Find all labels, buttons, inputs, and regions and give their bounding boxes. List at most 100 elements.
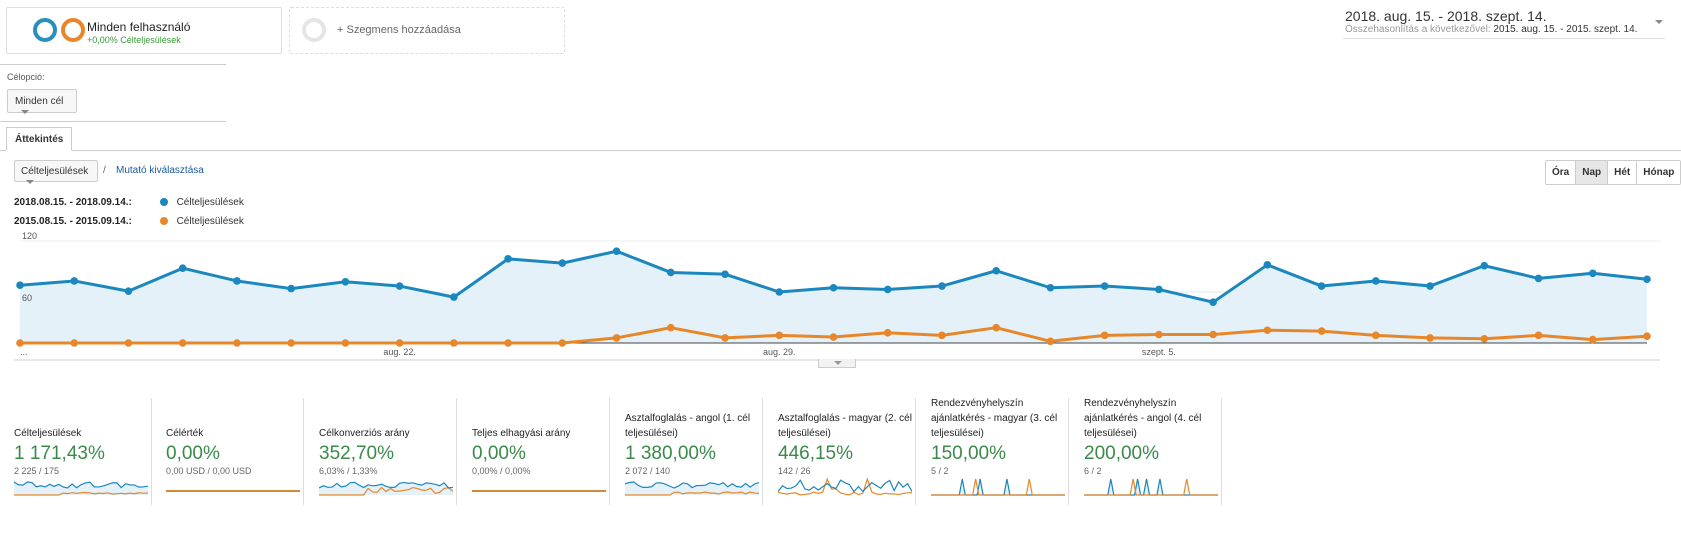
data-point xyxy=(1155,285,1163,294)
sparkline xyxy=(1084,478,1218,496)
segment-ring-icon-blue xyxy=(33,18,57,42)
data-point xyxy=(1209,330,1217,339)
legend-item-compare: 2015.08.15. - 2015.09.14.: Célteljesülés… xyxy=(14,216,244,227)
line-chart: 120 60... aug. 22. aug. 29. szept. 5. xyxy=(14,231,1661,361)
data-point xyxy=(178,264,187,272)
select-metric-link[interactable]: Mutató kiválasztása xyxy=(116,165,204,176)
data-point xyxy=(1643,332,1651,340)
area-fill xyxy=(20,251,1647,343)
sparkline xyxy=(931,478,1065,496)
data-point xyxy=(1263,261,1272,269)
segment-ring-icon-orange xyxy=(61,18,85,42)
metric-label: Célkonverziós arány xyxy=(319,428,410,439)
metric-sub: 0,00% / 0,00% xyxy=(472,466,531,476)
date-range-compare: Összehasonlítás a következővel: 2015. au… xyxy=(1345,24,1637,35)
data-point xyxy=(1534,274,1543,283)
data-point xyxy=(1534,331,1543,340)
data-point xyxy=(721,334,729,342)
data-point xyxy=(1046,337,1055,346)
data-point xyxy=(233,339,241,347)
date-underline xyxy=(1343,38,1665,39)
metric-card[interactable]: Teljes elhagyási arány 0,00% 0,00% / 0,0… xyxy=(458,398,610,505)
granularity-month[interactable]: Hónap xyxy=(1637,161,1681,184)
chevron-down-icon xyxy=(26,180,34,185)
data-point xyxy=(667,268,675,277)
x-tick-label: aug. 29. xyxy=(763,347,796,357)
metric-card[interactable]: Célkonverziós arány 352,70% 6,03% / 1,33… xyxy=(305,398,457,505)
data-point xyxy=(1100,331,1109,340)
metric-selected: Célteljesülések xyxy=(21,166,89,177)
metric-label: Rendezvényhelyszín ajánlatkérés - magyar… xyxy=(931,398,1058,439)
metric-sub: 6 / 2 xyxy=(1084,466,1102,476)
data-point xyxy=(287,339,295,347)
y-tick-label: 120 xyxy=(22,231,37,241)
data-point xyxy=(178,339,187,347)
data-point xyxy=(1372,331,1380,340)
data-point xyxy=(1426,334,1434,342)
metric-sub: 2 225 / 175 xyxy=(14,466,60,476)
data-point xyxy=(558,259,567,267)
tab-overview[interactable]: Áttekintés xyxy=(6,127,73,151)
metric-sub: 0,00 USD / 0,00 USD xyxy=(166,466,252,476)
data-point xyxy=(1209,298,1217,306)
metric-value: 446,15% xyxy=(778,443,854,464)
data-point xyxy=(1588,269,1597,278)
data-point xyxy=(1480,334,1489,343)
metric-card[interactable]: Asztalfoglalás - magyar (2. cél teljesül… xyxy=(764,398,916,505)
chevron-down-icon[interactable] xyxy=(1655,20,1663,24)
x-tick-label: ... xyxy=(20,347,28,357)
data-point xyxy=(938,282,946,290)
segment-card-all-users[interactable]: Minden felhasználó +0,00% Célteljesülése… xyxy=(6,7,282,54)
compare-value: 2015. aug. 15. - 2015. szept. 14. xyxy=(1493,24,1638,35)
data-point xyxy=(612,247,621,255)
data-point xyxy=(450,339,458,347)
data-point xyxy=(233,277,241,285)
data-point xyxy=(70,277,79,285)
data-point xyxy=(287,284,295,293)
data-point xyxy=(70,339,79,347)
granularity-day[interactable]: Nap xyxy=(1576,161,1609,184)
granularity-week[interactable]: Hét xyxy=(1608,161,1638,184)
granularity-hour[interactable]: Óra xyxy=(1546,161,1577,184)
data-point xyxy=(395,339,404,347)
metric-card[interactable]: Rendezvényhelyszín ajánlatkérés - magyar… xyxy=(917,398,1069,505)
data-point xyxy=(992,266,1000,275)
sparkline xyxy=(319,481,453,496)
data-point xyxy=(883,329,892,337)
goal-option-label: Célopció: xyxy=(7,72,45,82)
data-point xyxy=(1046,283,1055,292)
data-point xyxy=(775,331,784,340)
divider xyxy=(0,121,226,122)
metric-dropdown[interactable]: Célteljesülések xyxy=(14,160,98,185)
legend-name: Célteljesülések xyxy=(176,216,244,227)
legend-period: 2015.08.15. - 2015.09.14.: xyxy=(14,216,132,227)
empty-segment-ring-icon xyxy=(302,18,326,42)
sparkline xyxy=(625,481,759,496)
metric-card[interactable]: Rendezvényhelyszín ajánlatkérés - angol … xyxy=(1070,398,1222,505)
metric-label: Rendezvényhelyszín ajánlatkérés - angol … xyxy=(1084,398,1202,439)
segment-subtitle: +0,00% Célteljesülések xyxy=(87,35,181,45)
metric-card[interactable]: Célérték 0,00% 0,00 USD / 0,00 USD xyxy=(152,398,304,505)
goal-option-dropdown[interactable]: Minden cél xyxy=(7,89,77,115)
metric-card[interactable]: Célteljesülések 1 171,43% 2 225 / 175 xyxy=(0,398,152,505)
metric-card[interactable]: Asztalfoglalás - angol (1. cél teljesülé… xyxy=(611,398,763,505)
data-point xyxy=(124,287,133,295)
data-point xyxy=(1588,335,1597,344)
add-segment-button[interactable]: + Szegmens hozzáadása xyxy=(289,7,565,54)
data-point xyxy=(612,334,621,342)
chevron-down-icon xyxy=(21,110,29,115)
data-point xyxy=(16,281,24,289)
sparkline xyxy=(472,490,606,492)
chart-collapse-handle[interactable] xyxy=(818,359,856,368)
metric-value: 1 171,43% xyxy=(14,443,105,464)
x-tick-label: szept. 5. xyxy=(1142,347,1176,357)
data-point xyxy=(883,285,892,294)
metric-value: 0,00% xyxy=(166,443,220,464)
data-point xyxy=(1372,277,1380,285)
metric-label: Teljes elhagyási arány xyxy=(472,428,571,439)
y-tick-label: 60 xyxy=(22,293,32,303)
data-point xyxy=(341,339,350,347)
legend-period: 2018.08.15. - 2018.09.14.: xyxy=(14,197,132,208)
data-point xyxy=(1263,326,1272,335)
data-point xyxy=(16,339,24,347)
